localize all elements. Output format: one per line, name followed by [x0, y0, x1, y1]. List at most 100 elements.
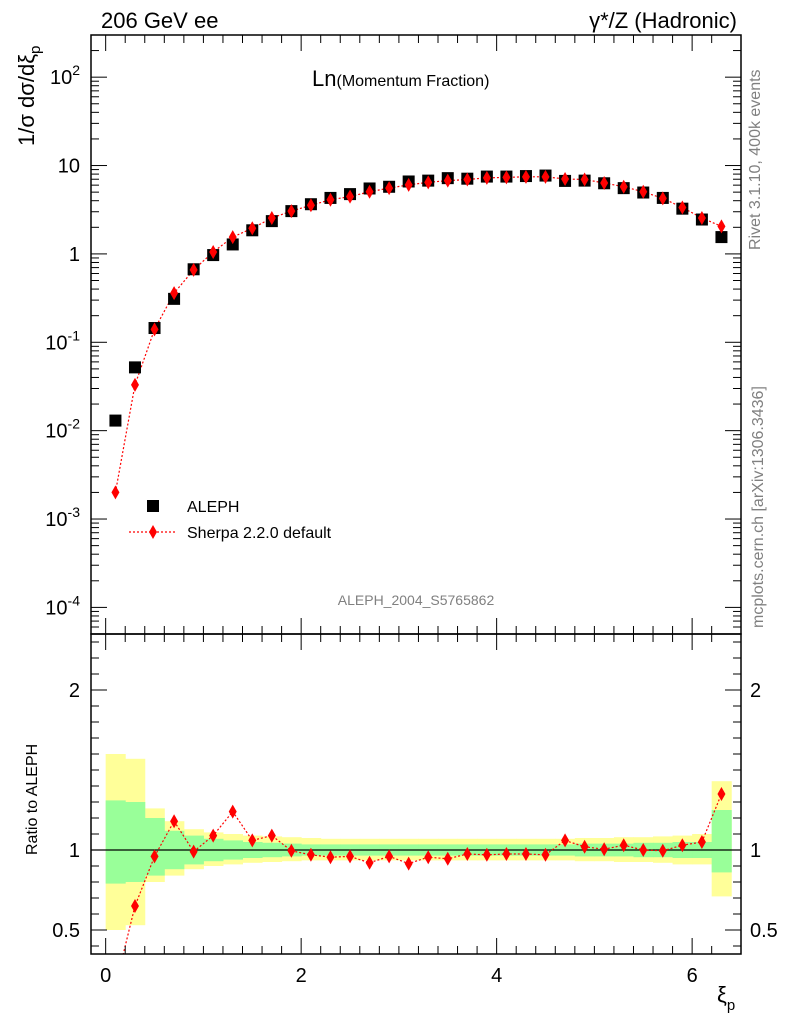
- ratio-sherpa-line: [122, 793, 723, 954]
- sherpa-point: [443, 173, 452, 188]
- sherpa-point: [580, 172, 589, 187]
- ratio-panel: 0.5 0.5 1 1 2 2 0 2 4 6 Ratio to ALEPH ξp: [24, 633, 778, 1014]
- sherpa-point: [326, 192, 335, 207]
- ratio-sherpa-point: [228, 804, 237, 819]
- ratio-series-group: [122, 787, 726, 954]
- sherpa-point: [385, 181, 394, 196]
- sherpa-point: [521, 169, 530, 184]
- ratio-sherpa-point: [267, 828, 276, 843]
- sherpa-point: [639, 184, 648, 199]
- ratio-sherpa-point: [443, 851, 452, 866]
- main-panel: 10-4 10-3 10-2 10-1 1 10 102 Ln(Momentum Fract…: [14, 34, 742, 635]
- stat-uncertainty-band: [105, 800, 126, 884]
- ratio-sherpa-point: [209, 828, 218, 843]
- legend: ALEPH Sherpa 2.2.0 default: [129, 499, 332, 542]
- ratio-sherpa-point: [424, 850, 433, 865]
- ratio-xtick-label: 0: [100, 965, 111, 987]
- legend-sherpa-marker: [149, 525, 157, 539]
- ratio-sherpa-point: [150, 849, 159, 864]
- main-ytick-label: 10: [58, 156, 80, 178]
- ratio-ytick-label-right: 1: [750, 840, 761, 862]
- main-axis-ticks: 10-4 10-3 10-2 10-1 1 10 102: [45, 34, 741, 635]
- sherpa-point: [189, 262, 198, 277]
- sherpa-point: [697, 210, 706, 225]
- sherpa-point: [600, 175, 609, 190]
- ratio-sherpa-point: [541, 847, 550, 862]
- ratio-sherpa-point: [287, 843, 296, 858]
- sherpa-point: [541, 169, 550, 184]
- ratio-ytick-label-right: 0.5: [750, 920, 778, 942]
- analysis-id: ALEPH_2004_S5765862: [338, 592, 495, 608]
- ratio-xlabel: ξp: [717, 982, 735, 1014]
- aleph-point: [715, 231, 728, 244]
- ratio-sherpa-point: [502, 847, 511, 861]
- sherpa-point: [130, 377, 139, 392]
- main-title: Ln(Momentum Fraction): [312, 66, 489, 91]
- sherpa-point: [658, 191, 667, 206]
- ratio-sherpa-point: [306, 847, 315, 862]
- mcplots-label: mcplots.cern.ch [arXiv:1306.3436]: [750, 386, 767, 628]
- sherpa-point: [228, 230, 237, 245]
- sherpa-point: [463, 172, 472, 187]
- sherpa-point: [365, 184, 374, 199]
- main-ytick-label: 10-1: [45, 327, 80, 354]
- sherpa-point: [502, 170, 511, 185]
- sherpa-point: [482, 170, 491, 185]
- rivet-label: Rivet 3.1.10, 400k events: [747, 69, 764, 250]
- main-ytick-label: 1: [69, 244, 80, 266]
- sherpa-point: [111, 485, 120, 500]
- stat-uncertainty-band: [711, 810, 732, 873]
- ratio-sherpa-point: [521, 847, 530, 861]
- ratio-ytick-label-right: 2: [750, 680, 761, 702]
- ratio-sherpa-point: [600, 842, 609, 857]
- left-title: 206 GeV ee: [101, 8, 218, 33]
- ratio-sherpa-point: [404, 856, 413, 871]
- right-title: γ*/Z (Hadronic): [589, 8, 737, 33]
- sherpa-point: [561, 171, 570, 186]
- sherpa-point: [404, 177, 413, 192]
- ratio-axis-ticks: 0.5 0.5 1 1 2 2 0 2 4 6: [52, 634, 778, 987]
- sherpa-point: [209, 245, 218, 260]
- ratio-sherpa-point: [482, 847, 491, 862]
- main-ylabel-text: 1/σ dσ/dξ: [14, 54, 39, 146]
- ratio-sherpa-point: [697, 835, 706, 849]
- sherpa-point: [267, 210, 276, 225]
- ratio-xtick-label: 2: [296, 965, 307, 987]
- main-title-big: Ln: [312, 66, 336, 91]
- sherpa-point: [150, 322, 159, 337]
- ratio-sherpa-point: [130, 899, 139, 913]
- legend-aleph-label: ALEPH: [187, 499, 239, 516]
- main-frame: [90, 34, 742, 635]
- main-title-small: (Momentum Fraction): [336, 73, 489, 90]
- main-ylabel-sub: p: [27, 46, 44, 54]
- sherpa-point: [619, 179, 628, 194]
- sherpa-point: [306, 198, 315, 213]
- ratio-sherpa-point: [326, 850, 335, 865]
- main-ylabel: 1/σ dσ/dξp: [14, 46, 44, 146]
- ratio-ylabel: Ratio to ALEPH: [24, 744, 41, 855]
- ratio-ytick-label: 2: [69, 680, 80, 702]
- ratio-sherpa-point: [639, 843, 648, 857]
- ratio-xlabel-sub: p: [727, 997, 735, 1014]
- ratio-sherpa-point: [170, 814, 179, 829]
- aleph-point: [128, 361, 141, 374]
- sherpa-point: [248, 221, 257, 236]
- ratio-sherpa-point: [561, 833, 570, 848]
- ratio-sherpa-point: [385, 849, 394, 864]
- ratio-xtick-label: 6: [687, 965, 698, 987]
- sherpa-point: [287, 204, 296, 219]
- ratio-sherpa-point: [580, 839, 589, 854]
- right-title-rest: (Hadronic): [628, 8, 737, 33]
- ratio-sherpa-point: [678, 838, 687, 853]
- ratio-xlabel-text: ξ: [717, 982, 727, 1007]
- ratio-sherpa-point: [189, 844, 198, 859]
- ratio-sherpa-point: [463, 847, 472, 861]
- ratio-sherpa-point: [365, 855, 374, 870]
- legend-sherpa-label: Sherpa 2.2.0 default: [187, 525, 332, 542]
- sherpa-line: [114, 176, 722, 493]
- sherpa-point: [678, 200, 687, 215]
- main-ytick-label: 10-4: [45, 592, 80, 619]
- ratio-sherpa-point: [346, 849, 355, 864]
- sherpa-point: [717, 219, 726, 234]
